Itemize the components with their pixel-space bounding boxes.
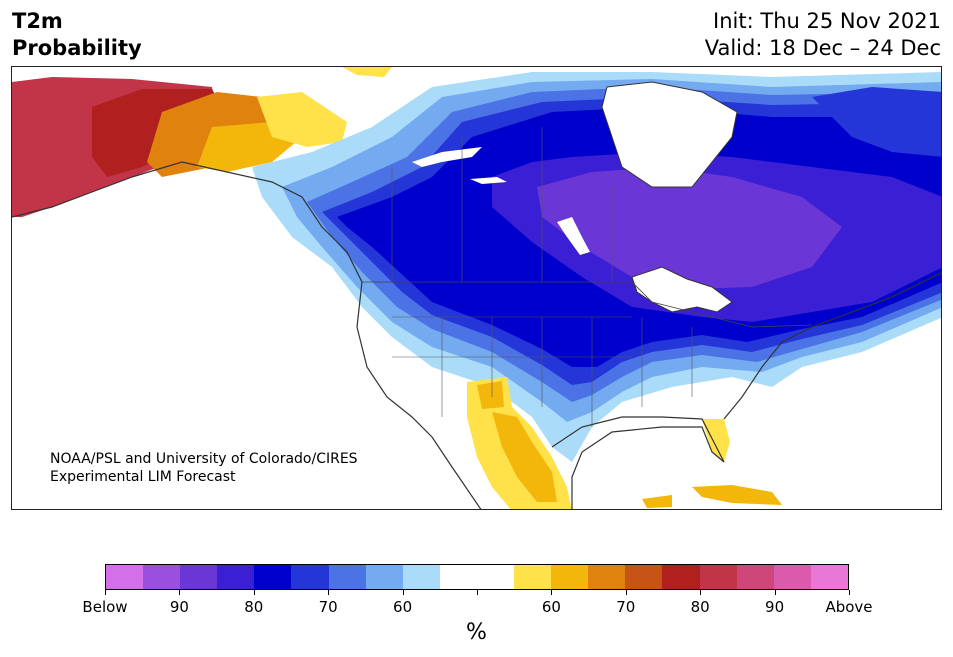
- colorbar-label: 80: [690, 598, 710, 616]
- colorbar-segment: [217, 565, 255, 589]
- map-canvas: [12, 67, 941, 509]
- colorbar-segment: [476, 565, 515, 589]
- east-coastline: [723, 272, 941, 420]
- florida-yellow-area: [702, 419, 730, 462]
- colorbar-tick: [477, 590, 478, 595]
- colorbar: [105, 564, 849, 590]
- colorbar-tick: [105, 590, 106, 595]
- valid-range: Valid: 18 Dec – 24 Dec: [704, 36, 941, 60]
- colorbar-segment: [625, 565, 663, 589]
- units-label: %: [466, 620, 487, 645]
- probability-map: [11, 66, 942, 510]
- colorbar-segment: [810, 565, 848, 589]
- colorbar-segment: [551, 565, 589, 589]
- coastline: [12, 161, 482, 509]
- colorbar-label: Below: [82, 598, 128, 616]
- colorbar-segment: [328, 565, 366, 589]
- colorbar-label: 90: [169, 598, 189, 616]
- lake-winnipeg: [557, 217, 590, 255]
- colorbar-segment: [662, 565, 700, 589]
- credit-line-2: Experimental LIM Forecast: [50, 469, 236, 485]
- great-bear-lake: [412, 147, 482, 167]
- yukon-yellow-area: [257, 92, 347, 147]
- colorbar-tick: [774, 590, 776, 595]
- colorbar-tick: [849, 590, 850, 595]
- hudson-bay: [601, 81, 738, 188]
- colorbar-segment: [291, 565, 329, 589]
- colorbar-labels: Below 90 80 70 60 60 70 80 90 Above: [82, 598, 872, 618]
- title-line-1: T2m: [12, 9, 63, 33]
- colorbar-segment: [143, 565, 181, 589]
- caribbean-gold-area: [642, 495, 672, 508]
- colorbar-segment: [514, 565, 552, 589]
- great-slave-lake: [470, 177, 507, 184]
- colorbar-label: 70: [318, 598, 338, 616]
- colorbar-tick: [700, 590, 702, 595]
- colorbar-segment: [365, 565, 403, 589]
- colorbar-label: 60: [541, 598, 561, 616]
- colorbar-label: 70: [616, 598, 636, 616]
- colorbar-segment: [402, 565, 440, 589]
- colorbar-segment: [180, 565, 218, 589]
- mexico-gold-area: [492, 412, 557, 502]
- credit-line-1: NOAA/PSL and University of Colorado/CIRE…: [50, 451, 358, 467]
- colorbar-tick: [179, 590, 181, 595]
- arctic-yellow-area: [342, 67, 392, 77]
- colorbar-label: Above: [825, 598, 873, 616]
- colorbar-label: 90: [765, 598, 785, 616]
- colorbar-segment: [439, 565, 477, 589]
- gulf-coastline: [551, 416, 725, 509]
- colorbar-segment: [106, 565, 144, 589]
- colorbar-label: 80: [244, 598, 264, 616]
- colorbar-segment: [773, 565, 811, 589]
- colorbar-label: 60: [393, 598, 413, 616]
- great-lakes: [631, 266, 733, 313]
- credit-text: NOAA/PSL and University of Colorado/CIRE…: [50, 450, 358, 486]
- us-canada-border: [362, 281, 813, 328]
- province-lines: [391, 127, 613, 282]
- cuba-gold-area: [692, 485, 782, 505]
- labrador-blue-area: [812, 87, 941, 157]
- colorbar-tick: [253, 590, 255, 595]
- colorbar-segment: [736, 565, 774, 589]
- colorbar-segment: [588, 565, 626, 589]
- colorbar-tick: [328, 590, 330, 595]
- nw-mexico-gold-area: [477, 381, 504, 409]
- init-date: Init: Thu 25 Nov 2021: [713, 9, 941, 33]
- title-line-2: Probability: [12, 36, 142, 60]
- colorbar-ticks: [105, 590, 850, 596]
- forecast-dates: Init: Thu 25 Nov 2021 Valid: 18 Dec – 24…: [705, 8, 941, 62]
- colorbar-tick: [402, 590, 404, 595]
- cold-purple-core: [537, 167, 842, 289]
- colorbar-segment: [254, 565, 292, 589]
- colorbar-segment: [699, 565, 737, 589]
- state-lines: [392, 316, 693, 427]
- colorbar-tick: [551, 590, 553, 595]
- map-title: T2m Probability: [12, 8, 142, 62]
- colorbar-tick: [625, 590, 627, 595]
